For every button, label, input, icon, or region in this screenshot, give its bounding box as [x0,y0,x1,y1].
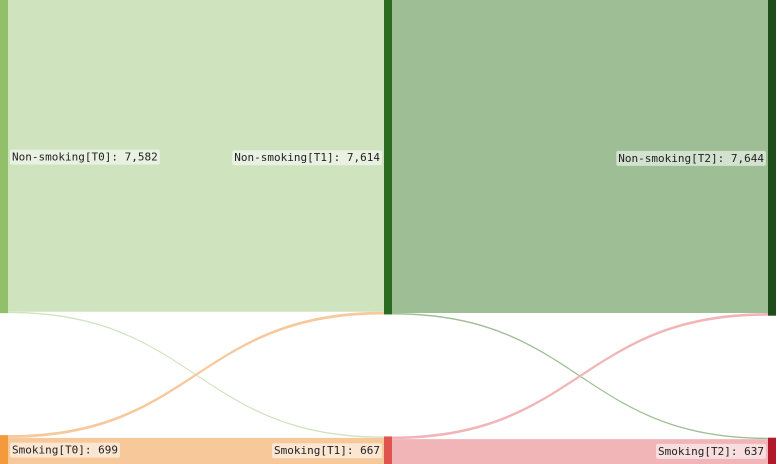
svg-text:Smoking[T0]: 699: Smoking[T0]: 699 [12,444,118,457]
node-label-ns1: Non-smoking[T1]: 7,614 [232,150,382,166]
sankey-link-ns0-ns1 [8,0,384,312]
node-label-s2: Smoking[T2]: 637 [656,443,766,459]
sankey-node-ns2 [768,0,776,316]
svg-text:Smoking[T2]: 637: Smoking[T2]: 637 [658,445,764,458]
svg-text:Non-smoking[T2]: 7,644: Non-smoking[T2]: 7,644 [618,152,764,165]
sankey-link-ns1-ns2 [392,0,768,314]
node-label-ns0: Non-smoking[T0]: 7,582 [10,149,160,165]
svg-text:Smoking[T1]: 667: Smoking[T1]: 667 [274,444,380,457]
svg-text:Non-smoking[T0]: 7,582: Non-smoking[T0]: 7,582 [12,151,158,164]
svg-text:Non-smoking[T1]: 7,614: Non-smoking[T1]: 7,614 [234,151,380,164]
sankey-node-s0 [0,435,8,464]
sankey-link-s1-ns2 [392,313,768,440]
sankey-node-ns0 [0,0,8,314]
sankey-link-s0-ns1 [8,311,384,438]
sankey-labels: Non-smoking[T0]: 7,582 Smoking[T0]: 699 No… [10,149,766,459]
sankey-node-s2 [768,437,776,464]
sankey-links [8,0,768,464]
node-label-s0: Smoking[T0]: 699 [10,442,120,458]
node-label-s1: Smoking[T1]: 667 [272,443,382,459]
sankey-node-s1 [384,436,392,464]
node-label-ns2: Non-smoking[T2]: 7,644 [616,150,766,166]
sankey-node-ns1 [384,0,392,315]
